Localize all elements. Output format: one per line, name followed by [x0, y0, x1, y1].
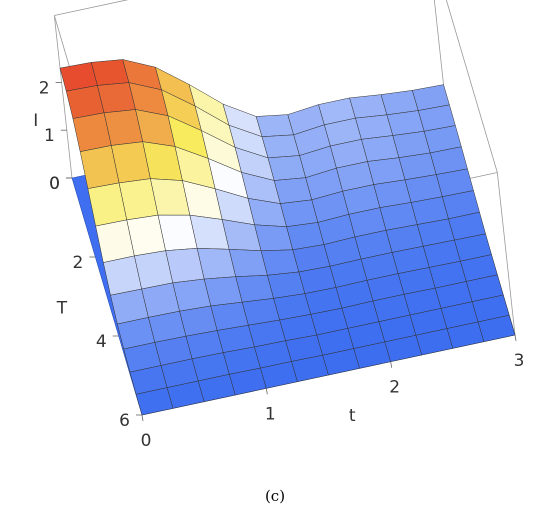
surface-patch	[260, 249, 300, 276]
x-tick-label: 0	[141, 431, 152, 451]
x-tick	[265, 388, 268, 395]
y-tick-label: 0	[49, 174, 60, 194]
x-tick-label: 2	[389, 378, 400, 398]
surface-patch	[172, 278, 212, 312]
z-tick-label: 2	[39, 78, 50, 98]
surface	[59, 59, 516, 416]
z-tick-label: 1	[44, 126, 55, 146]
box-edge	[54, 0, 129, 16]
box-edge	[445, 0, 498, 173]
surface-patch	[261, 134, 300, 159]
z-tick-label: 0	[49, 174, 60, 194]
x-tick	[514, 334, 517, 342]
x-tick-label: 1	[265, 404, 276, 424]
surface-patch	[361, 135, 400, 162]
surface-patch	[273, 177, 313, 204]
box-edge	[433, 0, 446, 99]
surface-patch	[90, 59, 130, 86]
box-edge	[496, 172, 516, 336]
y-tick-label: 6	[119, 411, 130, 431]
caption: (c)	[265, 487, 285, 505]
surface-patch	[235, 275, 274, 303]
y-tick-label: 4	[96, 332, 107, 352]
surface-patch	[349, 94, 388, 119]
surface-patch	[267, 155, 306, 181]
y-tick-label: 2	[73, 253, 84, 273]
x-tick	[141, 414, 144, 422]
box-edge	[53, 15, 73, 179]
surface-patch	[203, 276, 243, 307]
x-tick-label: 3	[514, 351, 525, 371]
x-tick	[390, 361, 393, 368]
surface-patch	[355, 114, 394, 140]
y-axis-label: T	[56, 299, 68, 319]
z-axis-label: I	[33, 111, 38, 131]
surface-patch	[280, 199, 319, 227]
x-axis-label: t	[349, 406, 356, 426]
surface-patch	[255, 114, 294, 137]
